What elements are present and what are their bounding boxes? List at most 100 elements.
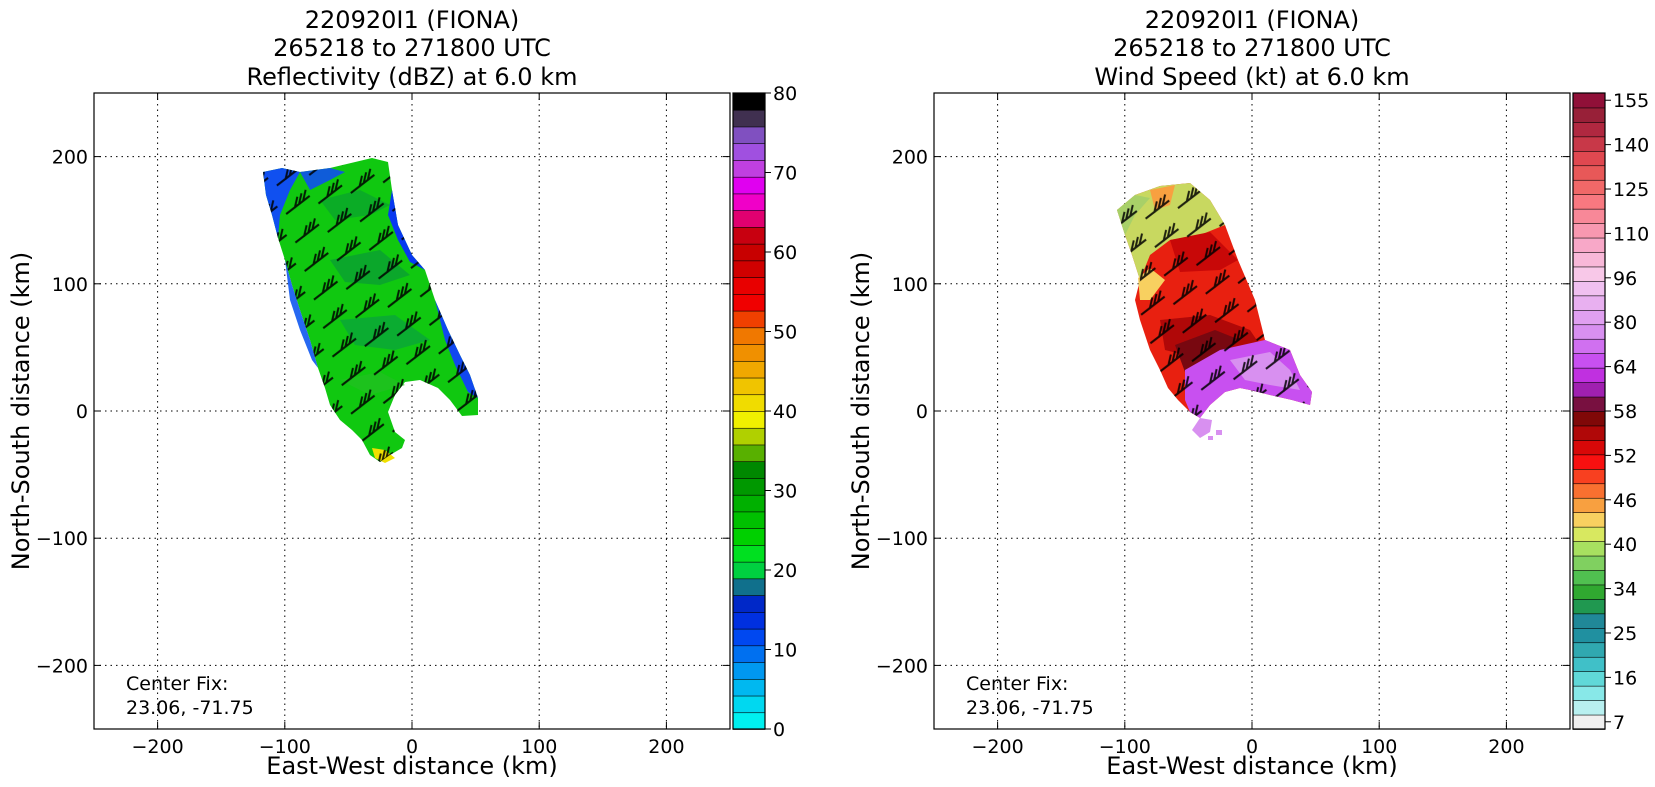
right-colorbar-segment-20: [1572, 425, 1606, 441]
right-colorbar-segment-32: [1572, 251, 1606, 268]
right-colorbar-segment-9: [1572, 584, 1606, 600]
left-colorbar-segment-7: [732, 594, 766, 613]
right-colorbar-segment-1: [1572, 699, 1606, 716]
right-colorbar-segment-36: [1572, 193, 1606, 210]
left-colorbar-segment-35: [732, 126, 766, 145]
right-colorbar-segment-10: [1572, 569, 1606, 586]
left-x-tick-label-4: 200: [648, 736, 684, 758]
left-colorbar-segment-0: [732, 711, 766, 730]
left-colorbar-segment-25: [732, 293, 766, 312]
right-colorbar-segment-5: [1572, 641, 1606, 658]
left-title-line-3: Reflectivity (dBZ) at 6.0 km: [247, 63, 578, 91]
left-colorbar-segment-12: [732, 511, 766, 529]
left-x-axis-label: East-West distance (km): [266, 752, 557, 780]
right-colorbar-segment-26: [1572, 338, 1606, 354]
right-colorbar-segment-14: [1572, 511, 1606, 528]
left-colorbar-segment-10: [732, 544, 766, 563]
right-colorbar-segment-42: [1572, 107, 1606, 123]
right-x-tick-label-0: −200: [972, 736, 1024, 758]
left-colorbar-segment-37: [732, 92, 766, 111]
left-y-axis-label: North-South distance (km): [7, 252, 35, 571]
left-plot-area: [93, 92, 731, 730]
left-title-line-1: 220920I1 (FIONA): [305, 6, 519, 34]
left-colorbar-segment-18: [732, 410, 766, 429]
right-x-tick-label-2: 0: [1246, 736, 1258, 758]
right-colorbar-tick-label-9: 80: [1613, 312, 1637, 334]
right-colorbar-segment-43: [1572, 92, 1606, 109]
left-colorbar-segment-22: [732, 343, 766, 362]
right-colorbar-tick-label-8: 64: [1613, 357, 1637, 379]
right-axis-ticks: −200 −100 0 100 200 −200 −100 0 100 200: [876, 93, 1570, 758]
right-title-line-2: 265218 to 271800 UTC: [1113, 34, 1391, 62]
right-colorbar-tick-label-14: 155: [1613, 90, 1649, 112]
reflectivity-panel: 220920I1 (FIONA) 265218 to 271800 UTC Re…: [7, 6, 797, 780]
right-colorbar-segment-15: [1572, 497, 1606, 513]
right-colorbar-segment-39: [1572, 150, 1606, 167]
left-colorbar-segment-31: [732, 193, 766, 211]
right-colorbar-segment-12: [1572, 540, 1606, 557]
right-colorbar-segment-4: [1572, 656, 1606, 672]
right-colorbar-segment-22: [1572, 396, 1606, 412]
right-colorbar-segment-33: [1572, 237, 1606, 253]
right-colorbar-segment-38: [1572, 164, 1606, 181]
left-colorbar-segment-15: [732, 460, 766, 479]
wind-speed-panel: 220920I1 (FIONA) 265218 to 271800 UTC Wi…: [847, 6, 1649, 780]
right-plot-area: [933, 92, 1571, 730]
right-colorbar-segment-21: [1572, 410, 1606, 427]
left-colorbar-tick-label-3: 30: [773, 481, 797, 503]
left-colorbar-tick-label-8: 80: [773, 83, 797, 105]
right-colorbar-segment-3: [1572, 670, 1606, 687]
left-x-tick-label-1: −100: [259, 736, 311, 758]
left-colorbar-tick-label-1: 10: [773, 640, 797, 662]
right-colorbar-segment-25: [1572, 352, 1606, 369]
wind-speed-colorbar: 7 16 25 34 40 46 52 58 64 80 96 110 125 140 155: [1572, 90, 1649, 734]
left-y-tick-label-2: 0: [76, 401, 88, 423]
right-colorbar-tick-label-3: 34: [1613, 579, 1637, 601]
left-colorbar-segment-3: [732, 661, 766, 680]
right-colorbar-segment-17: [1572, 468, 1606, 485]
right-colorbar-segment-40: [1572, 136, 1606, 152]
left-colorbar-segment-24: [732, 310, 766, 329]
left-colorbar-segment-6: [732, 611, 766, 630]
right-colorbar-segment-18: [1572, 454, 1606, 470]
left-colorbar-tick-label-6: 60: [773, 242, 797, 264]
left-colorbar-segment-17: [732, 427, 766, 446]
right-colorbar-segment-30: [1572, 280, 1606, 297]
reflectivity-wind-barbs: [263, 158, 478, 462]
left-x-tick-label-0: −200: [132, 736, 184, 758]
left-y-tick-label-1: −100: [36, 528, 88, 550]
right-colorbar-tick-label-13: 140: [1613, 135, 1649, 157]
left-annotation-line-2: 23.06, -71.75: [126, 697, 254, 719]
right-colorbar-segment-41: [1572, 121, 1606, 138]
left-colorbar-segment-21: [732, 360, 766, 379]
right-colorbar-tick-label-12: 125: [1613, 179, 1649, 201]
left-colorbar-segment-4: [732, 645, 766, 663]
left-colorbar-segment-20: [732, 377, 766, 396]
left-colorbar-tick-label-2: 20: [773, 560, 797, 582]
right-colorbar-segment-6: [1572, 627, 1606, 644]
left-colorbar-segment-34: [732, 142, 766, 161]
left-colorbar-tick-label-7: 70: [773, 163, 797, 185]
right-grid: [934, 93, 1570, 729]
right-x-tick-label-3: 100: [1361, 736, 1397, 758]
right-colorbar-segment-31: [1572, 266, 1606, 282]
right-annotation-line-1: Center Fix:: [966, 673, 1068, 695]
right-title-line-1: 220920I1 (FIONA): [1145, 6, 1359, 34]
left-title-line-2: 265218 to 271800 UTC: [273, 34, 551, 62]
left-colorbar-segment-11: [732, 527, 766, 546]
right-colorbar-segment-37: [1572, 179, 1606, 195]
right-colorbar-segment-19: [1572, 439, 1606, 456]
left-y-tick-label-3: 100: [52, 274, 88, 296]
right-colorbar-segment-16: [1572, 482, 1606, 499]
left-colorbar-segment-23: [732, 327, 766, 345]
left-colorbar-segment-14: [732, 477, 766, 496]
right-colorbar-segment-35: [1572, 208, 1606, 224]
left-y-tick-label-0: −200: [36, 655, 88, 677]
left-colorbar-segment-1: [732, 695, 766, 714]
left-x-tick-label-3: 100: [521, 736, 557, 758]
left-colorbar-segment-30: [732, 209, 766, 228]
left-colorbar-segment-36: [732, 109, 766, 128]
left-y-tick-label-4: 200: [52, 147, 88, 169]
left-colorbar-segment-8: [732, 578, 766, 596]
